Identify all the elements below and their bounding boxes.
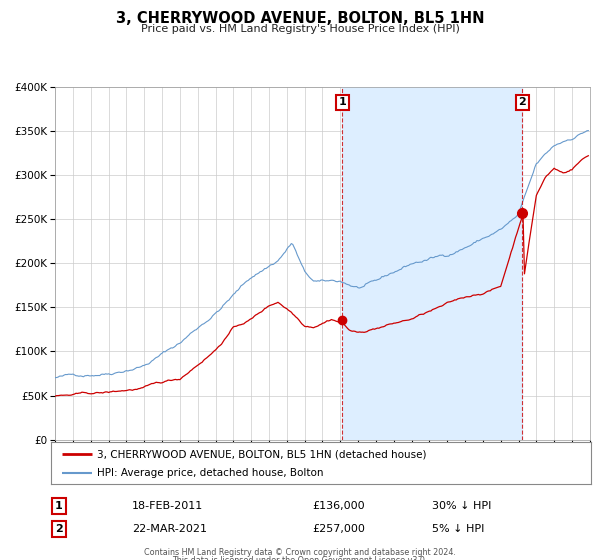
Text: Contains HM Land Registry data © Crown copyright and database right 2024.: Contains HM Land Registry data © Crown c…: [144, 548, 456, 557]
Text: 1: 1: [338, 97, 346, 108]
Text: HPI: Average price, detached house, Bolton: HPI: Average price, detached house, Bolt…: [97, 468, 323, 478]
Text: 22-MAR-2021: 22-MAR-2021: [132, 524, 207, 534]
Text: 2: 2: [518, 97, 526, 108]
Text: £257,000: £257,000: [312, 524, 365, 534]
Text: Price paid vs. HM Land Registry's House Price Index (HPI): Price paid vs. HM Land Registry's House …: [140, 24, 460, 34]
Text: 1: 1: [55, 501, 62, 511]
Text: 5% ↓ HPI: 5% ↓ HPI: [432, 524, 484, 534]
Text: 18-FEB-2011: 18-FEB-2011: [132, 501, 203, 511]
Text: 30% ↓ HPI: 30% ↓ HPI: [432, 501, 491, 511]
Bar: [343, 87, 523, 440]
Text: 3, CHERRYWOOD AVENUE, BOLTON, BL5 1HN: 3, CHERRYWOOD AVENUE, BOLTON, BL5 1HN: [116, 11, 484, 26]
Text: This data is licensed under the Open Government Licence v3.0.: This data is licensed under the Open Gov…: [172, 556, 428, 560]
Text: £136,000: £136,000: [312, 501, 365, 511]
Text: 2: 2: [55, 524, 62, 534]
Text: 3, CHERRYWOOD AVENUE, BOLTON, BL5 1HN (detached house): 3, CHERRYWOOD AVENUE, BOLTON, BL5 1HN (d…: [97, 449, 427, 459]
